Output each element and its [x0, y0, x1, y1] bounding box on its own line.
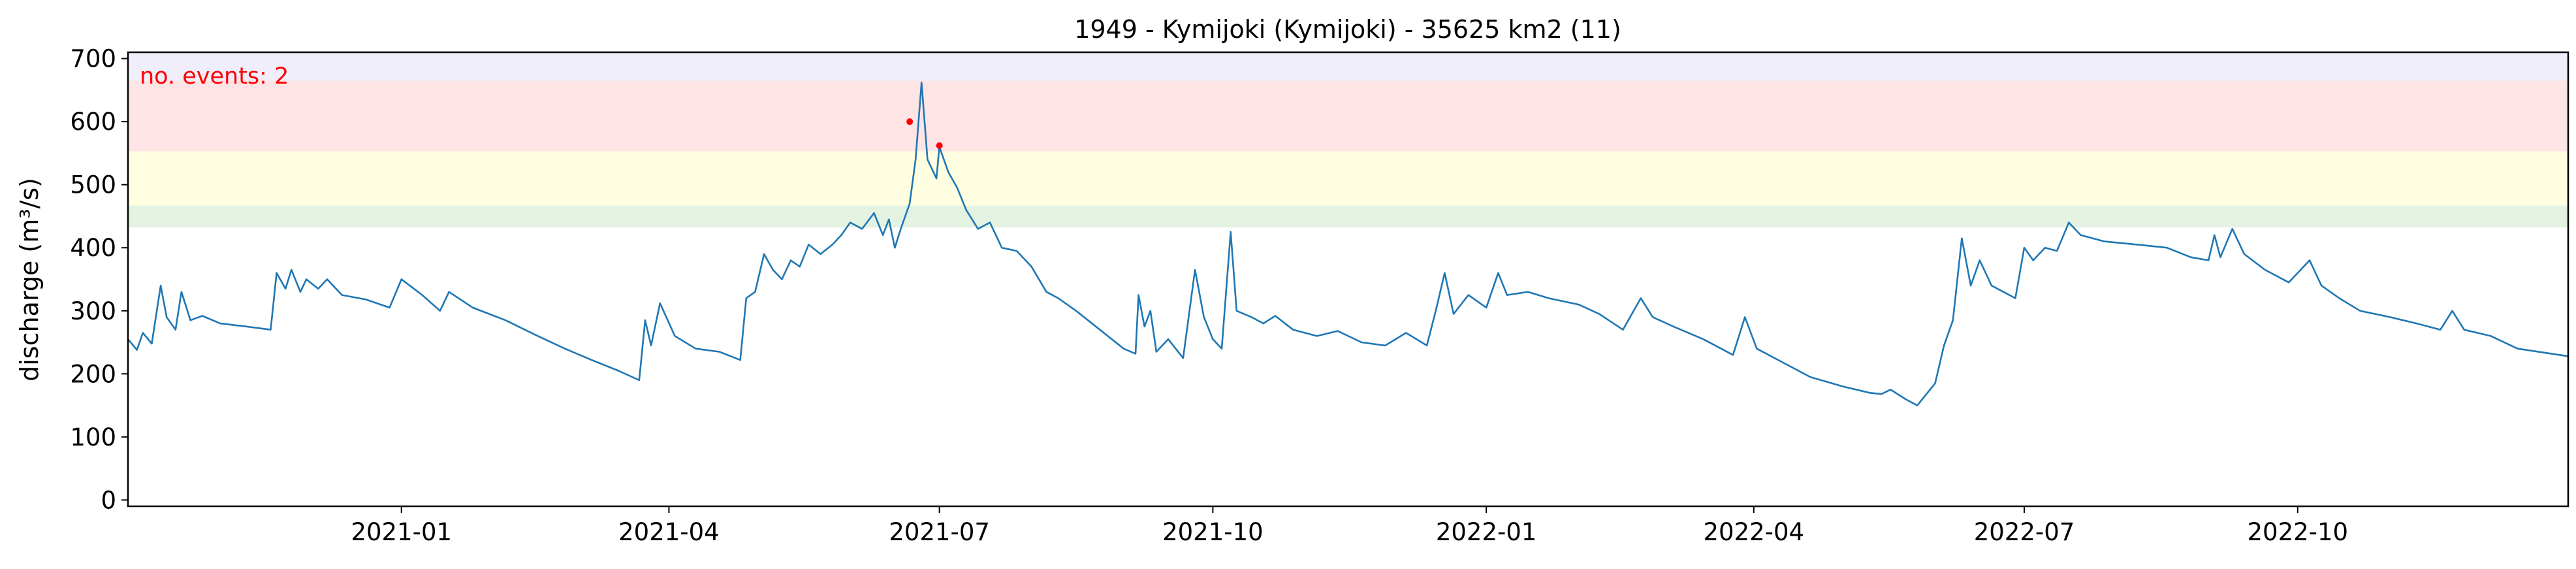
- threshold-band-2: [128, 80, 2568, 152]
- y-axis-ticks: 0 100 200 300 400 500 600 700: [70, 45, 128, 514]
- x-tick-label: 2021-01: [351, 518, 452, 546]
- x-tick-label: 2022-04: [1704, 518, 1805, 546]
- y-tick-label: 0: [101, 486, 116, 514]
- event-count-annotation: no. events: 2: [140, 63, 289, 89]
- plot-frame: [127, 51, 2569, 508]
- y-tick-label: 100: [70, 423, 116, 451]
- y-tick-label: 300: [70, 297, 116, 325]
- event-marker-2: [936, 142, 943, 149]
- y-tick-label: 600: [70, 108, 116, 136]
- threshold-band-3: [128, 52, 2568, 81]
- y-tick-label: 400: [70, 234, 116, 262]
- y-tick-label: 500: [70, 171, 116, 199]
- x-tick-label: 2022-01: [1436, 518, 1537, 546]
- x-tick-label: 2021-10: [1162, 518, 1264, 546]
- threshold-bands: [128, 52, 2568, 228]
- y-axis-label: discharge (m³/s): [15, 178, 44, 382]
- plot-content: [127, 82, 2569, 406]
- x-tick-label: 2022-07: [1974, 518, 2075, 546]
- threshold-band-0: [128, 205, 2568, 228]
- chart-title: 1949 - Kymijoki (Kymijoki) - 35625 km2 (…: [1074, 15, 1621, 44]
- y-tick-label: 700: [70, 45, 116, 73]
- discharge-series-line: [127, 82, 2569, 406]
- event-marker-1: [906, 118, 914, 125]
- y-tick-label: 200: [70, 360, 116, 388]
- x-tick-label: 2021-07: [889, 518, 990, 546]
- threshold-band-1: [128, 151, 2568, 206]
- x-axis-ticks: 2021-01 2021-04 2021-07 2021-10 2022-01 2022-…: [351, 506, 2348, 546]
- x-tick-label: 2022-10: [2247, 518, 2348, 546]
- x-tick-label: 2021-04: [618, 518, 720, 546]
